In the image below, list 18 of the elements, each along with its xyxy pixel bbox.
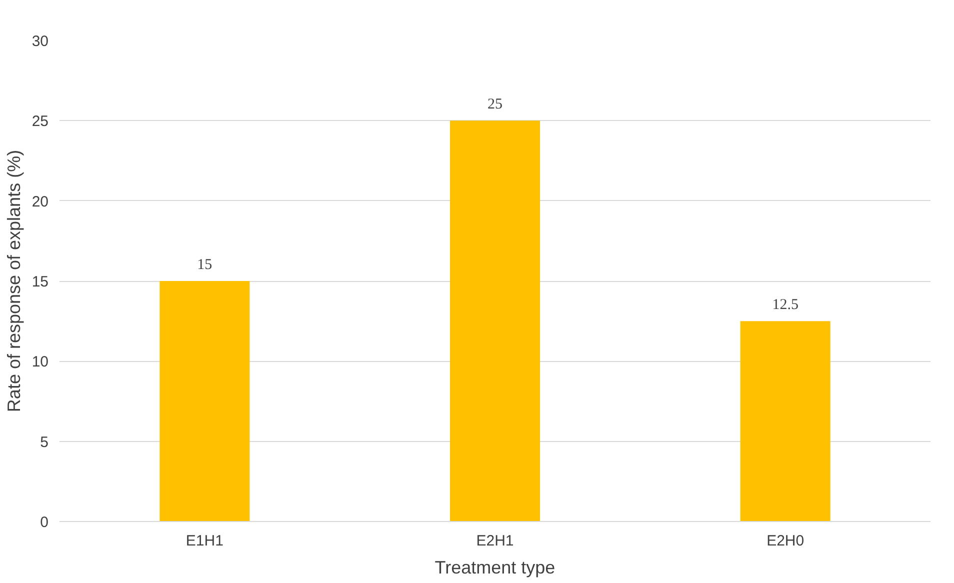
data-label: 25 — [488, 96, 502, 113]
bar — [740, 321, 830, 522]
y-tick-label: 30 — [32, 33, 49, 50]
y-tick-label: 20 — [32, 193, 49, 210]
y-tick-label: 5 — [40, 434, 48, 451]
y-tick-label: 15 — [32, 274, 49, 290]
x-axis-title: Treatment type — [434, 558, 556, 578]
bar — [160, 281, 250, 522]
bar — [450, 120, 540, 522]
x-tick-label: E2H0 — [766, 532, 804, 550]
data-label: 12.5 — [772, 297, 798, 314]
y-axis-title: Rate of response of explants (%) — [4, 150, 24, 412]
y-tick-label: 25 — [32, 113, 49, 130]
y-tick-label: 10 — [32, 354, 49, 371]
y-tick-label: 0 — [40, 514, 48, 531]
data-label: 15 — [197, 257, 212, 273]
x-tick-label: E2H1 — [476, 532, 514, 550]
x-tick-label: E1H1 — [186, 532, 224, 550]
